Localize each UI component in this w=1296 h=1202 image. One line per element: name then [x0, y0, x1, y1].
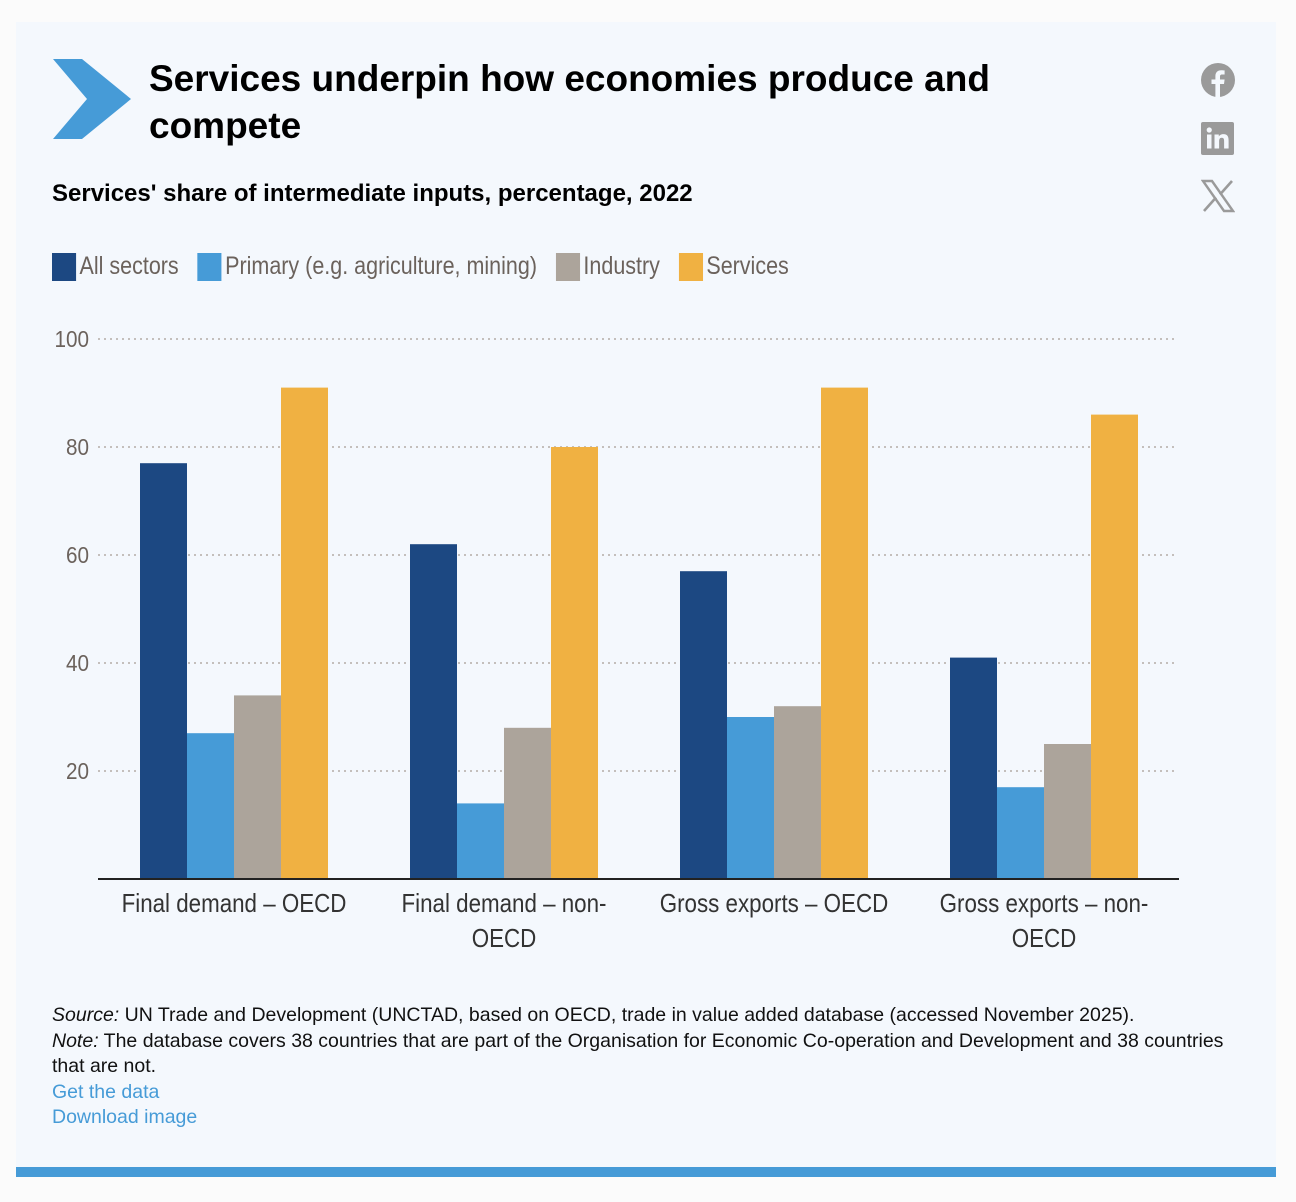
- source-label: Source:: [52, 1004, 120, 1026]
- bar: [281, 387, 328, 879]
- source-line: Source: UN Trade and Development (UNCTAD…: [52, 1003, 1252, 1029]
- chart-card: [16, 22, 1276, 1167]
- x-icon[interactable]: [1200, 179, 1236, 213]
- legend-swatch: [52, 252, 77, 281]
- chart-title: Services underpin how economies produce …: [149, 58, 990, 146]
- bar: [950, 657, 997, 879]
- legend-label: All sectors: [79, 252, 179, 280]
- linkedin-icon[interactable]: [1201, 122, 1235, 156]
- bar: [1044, 744, 1091, 879]
- bar: [727, 717, 774, 879]
- legend-item-services[interactable]: Services: [678, 252, 789, 281]
- download-image-link[interactable]: Download image: [52, 1106, 198, 1128]
- bar: [504, 727, 551, 879]
- bar: [140, 463, 187, 879]
- bar: [551, 447, 598, 879]
- y-tick-label: 80: [66, 434, 89, 460]
- note-text: The database covers 38 countries that ar…: [52, 1029, 1224, 1078]
- chart-subtitle: Services' share of intermediate inputs, …: [52, 180, 693, 207]
- legend-label: Services: [706, 252, 789, 280]
- bar: [234, 695, 281, 879]
- chevron-logo-icon: [53, 59, 131, 139]
- legend-label: Industry: [583, 252, 660, 280]
- bar: [821, 387, 868, 879]
- bar: [680, 571, 727, 879]
- bar: [187, 733, 234, 879]
- bar: [997, 787, 1044, 879]
- x-tick-label: Final demand – non-: [402, 889, 607, 918]
- x-tick-label: OECD: [472, 924, 537, 953]
- bar-chart: 20 40 60 80 100 Final demand – OECD Final dema…: [54, 326, 1179, 953]
- legend-item-industry[interactable]: Industry: [555, 252, 660, 281]
- chart-footer: Source: UN Trade and Development (UNCTAD…: [52, 1003, 1252, 1131]
- legend-swatch: [197, 252, 222, 281]
- legend-label: Primary (e.g. agriculture, mining): [225, 252, 537, 280]
- y-tick-label: 100: [54, 326, 89, 352]
- get-the-data-link[interactable]: Get the data: [52, 1080, 160, 1103]
- legend-item-all-sectors[interactable]: All sectors: [52, 252, 179, 281]
- x-tick-label: Gross exports – non-: [940, 889, 1149, 918]
- legend-item-primary[interactable]: Primary (e.g. agriculture, mining): [197, 252, 537, 281]
- y-tick-label: 60: [66, 542, 89, 568]
- chart-legend: All sectors Primary (e.g. agriculture, m…: [52, 252, 808, 281]
- x-tick-label: Gross exports – OECD: [660, 889, 889, 918]
- facebook-icon[interactable]: [1201, 63, 1235, 97]
- x-tick-label: Final demand – OECD: [122, 889, 347, 918]
- legend-swatch: [678, 252, 703, 281]
- note-label: Note:: [52, 1029, 99, 1052]
- bar: [410, 544, 457, 879]
- bottom-accent-bar: [16, 1167, 1276, 1177]
- note-line: Note: The database covers 38 countries t…: [52, 1029, 1252, 1080]
- source-text: UN Trade and Development (UNCTAD, based …: [119, 1004, 1135, 1026]
- bar: [774, 706, 821, 879]
- bar: [1091, 414, 1138, 879]
- y-tick-label: 20: [66, 758, 89, 784]
- x-tick-label: OECD: [1012, 924, 1077, 953]
- bar: [457, 803, 504, 879]
- legend-swatch: [555, 252, 580, 281]
- y-tick-label: 40: [66, 650, 89, 676]
